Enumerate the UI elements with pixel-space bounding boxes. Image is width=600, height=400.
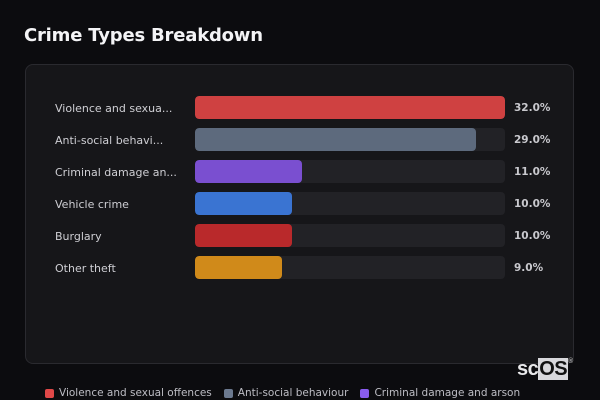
bar-track <box>195 224 505 247</box>
chart-card: Violence and sexua... 32.0% Anti-social be… <box>25 64 574 364</box>
legend-swatch-icon <box>45 388 54 398</box>
legend-label: Criminal damage and arson <box>374 387 521 399</box>
legend-item[interactable]: Criminal damage and arson <box>360 387 520 399</box>
bar-value: 11.0% <box>514 166 551 178</box>
bar-fill[interactable] <box>195 128 476 151</box>
bar-label: Criminal damage an... <box>55 166 177 179</box>
bar-value: 9.0% <box>514 262 544 274</box>
bar-fill[interactable] <box>195 96 505 119</box>
bar-label: Violence and sexua... <box>55 102 173 115</box>
bar-label: Other theft <box>55 262 116 275</box>
bar-fill[interactable] <box>195 192 292 215</box>
bar-row: Burglary 10.0% <box>26 223 573 255</box>
bar-label: Vehicle crime <box>55 198 129 211</box>
legend-item[interactable]: Anti-social behaviour <box>223 387 349 399</box>
legend-swatch-icon <box>223 388 233 398</box>
bar-row: Other theft 9.0% <box>26 255 573 287</box>
chart-legend: Violence and sexual offences Anti-social … <box>45 387 520 399</box>
scos-logo: scOS® <box>517 358 573 380</box>
bar-track <box>195 256 505 279</box>
page-title: Crime Types Breakdown <box>24 25 263 46</box>
bar-fill[interactable] <box>195 256 283 279</box>
bar-track <box>195 96 505 119</box>
bar-row: Criminal damage an... 11.0% <box>26 159 573 191</box>
legend-item[interactable]: Violence and sexual offences <box>45 387 212 399</box>
legend-swatch-icon <box>360 388 370 398</box>
bar-row: Anti-social behavi... 29.0% <box>26 127 573 159</box>
bar-value: 32.0% <box>514 102 551 114</box>
bar-label: Anti-social behavi... <box>55 134 164 147</box>
bar-label: Burglary <box>55 230 102 243</box>
bar-value: 29.0% <box>514 134 551 146</box>
legend-label: Anti-social behaviour <box>237 387 349 399</box>
bar-fill[interactable] <box>195 160 302 183</box>
bar-value: 10.0% <box>514 198 551 210</box>
bar-value: 10.0% <box>514 230 551 242</box>
legend-label: Violence and sexual offences <box>59 387 212 399</box>
bar-rows: Violence and sexua... 32.0% Anti-social be… <box>26 95 573 287</box>
bar-row: Vehicle crime 10.0% <box>26 191 573 223</box>
bar-fill[interactable] <box>195 224 292 247</box>
bar-track <box>195 160 505 183</box>
bar-row: Violence and sexua... 32.0% <box>26 95 573 127</box>
bar-track <box>195 128 505 151</box>
bar-track <box>195 192 505 215</box>
